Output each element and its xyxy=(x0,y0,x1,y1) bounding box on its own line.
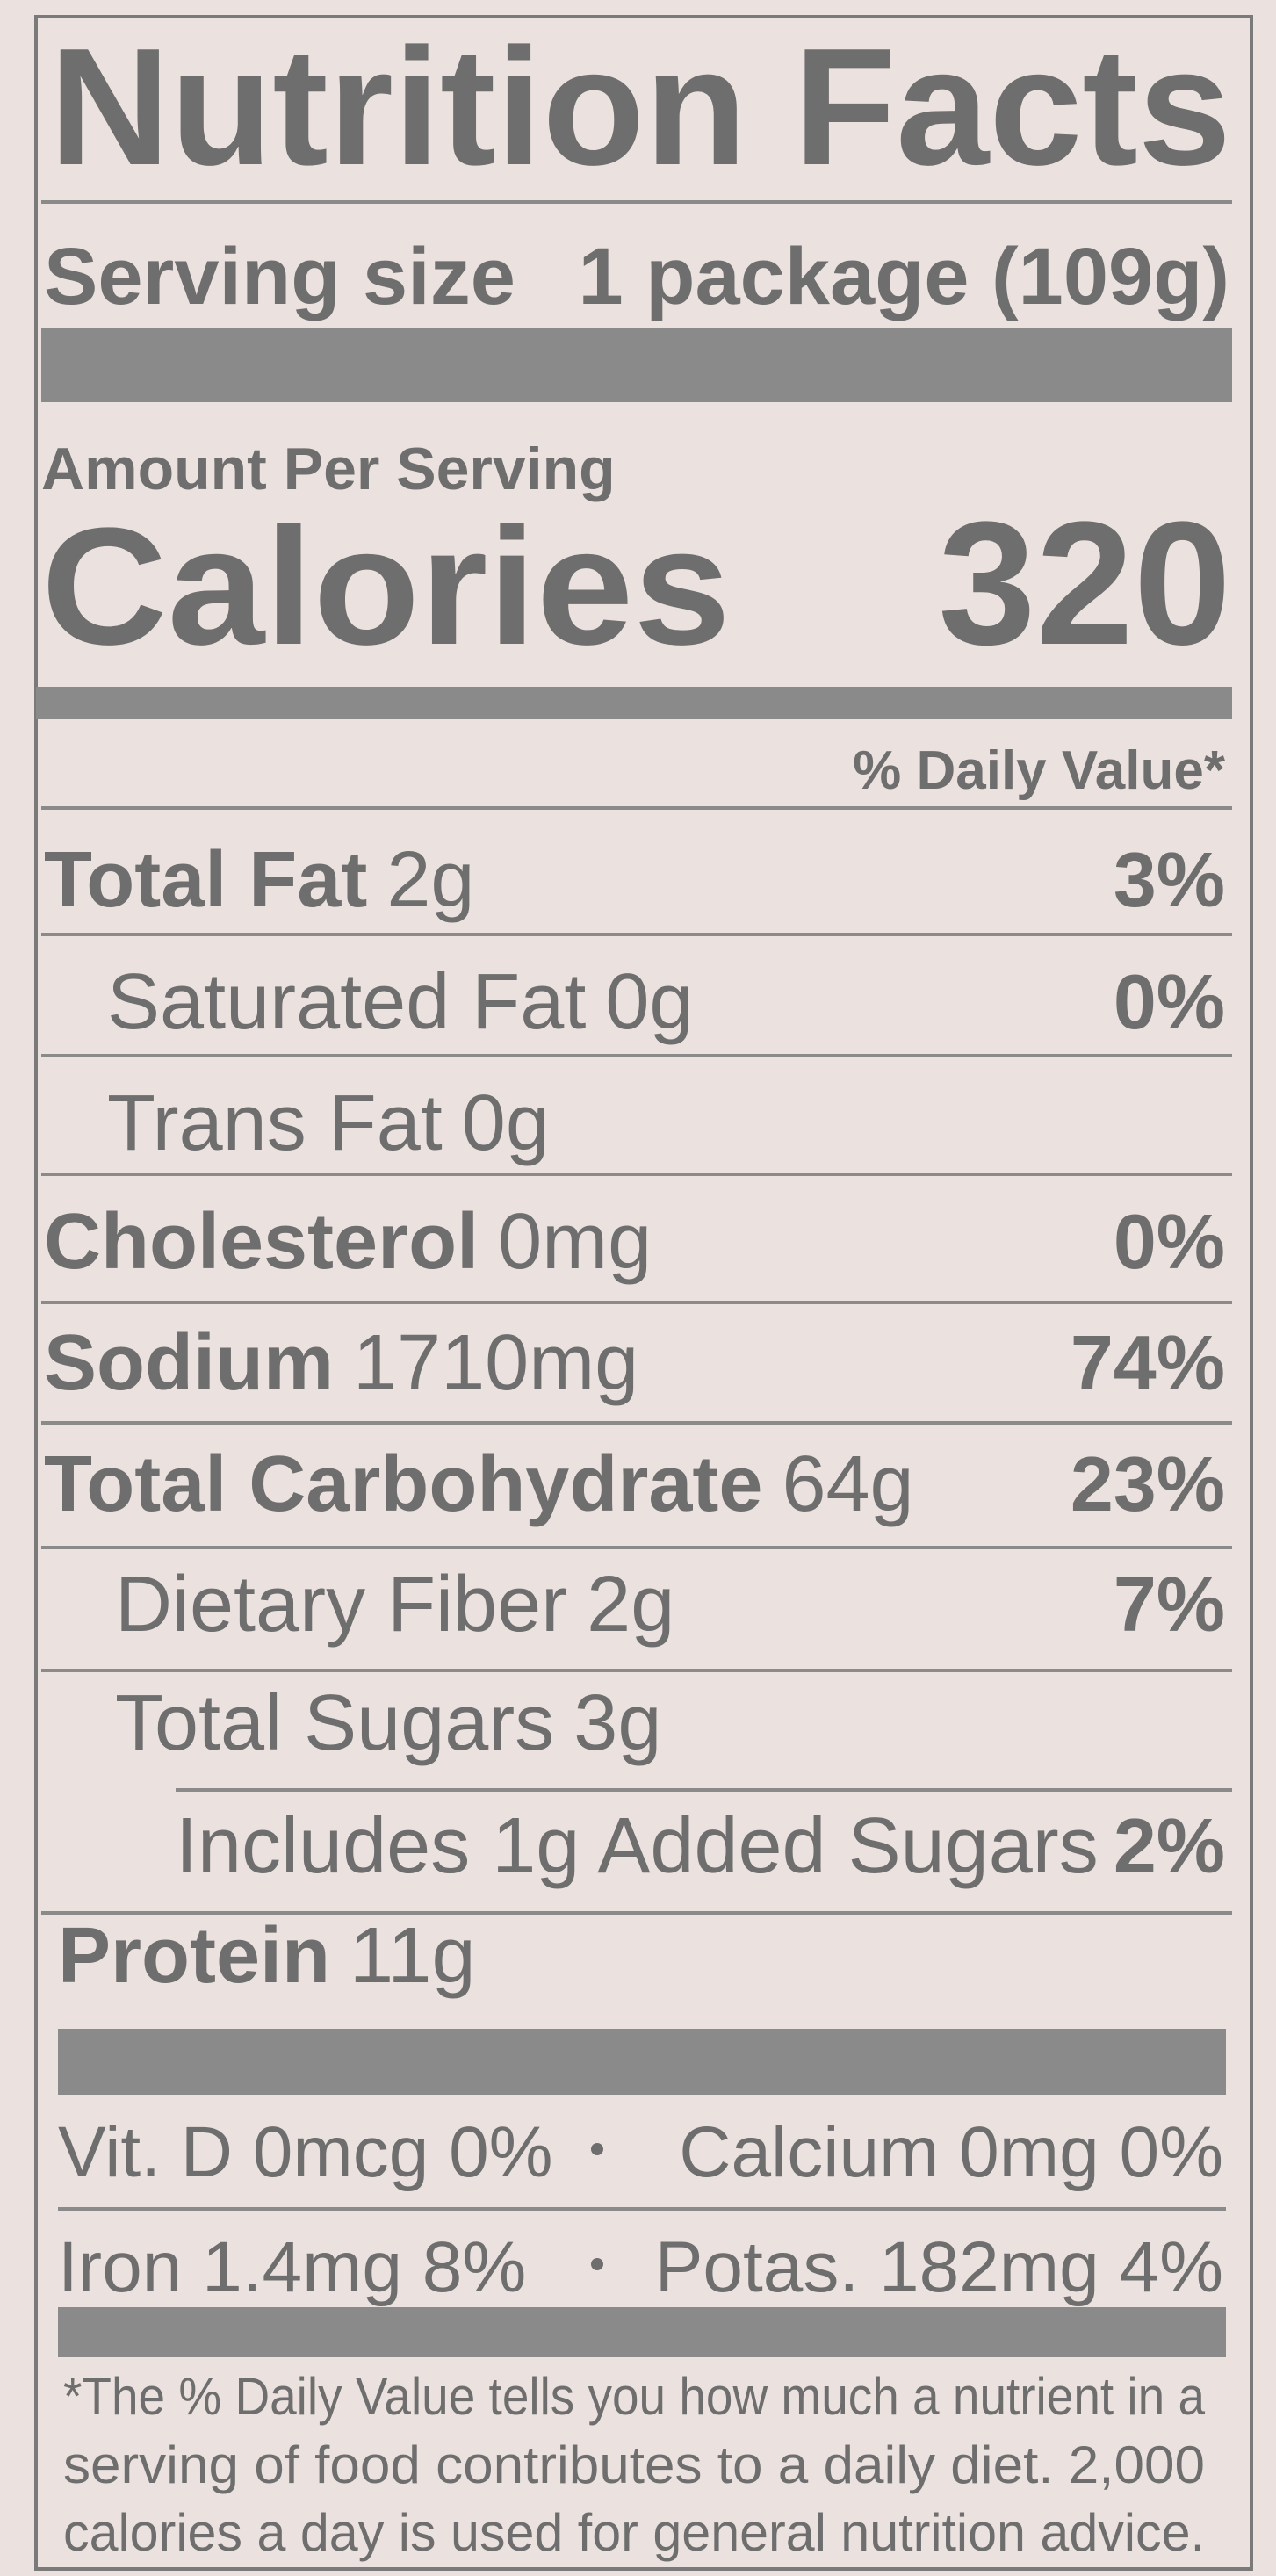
nutrient-name: Dietary Fiber xyxy=(115,1561,567,1649)
rule xyxy=(41,1669,1232,1672)
calories-label: Calories xyxy=(41,494,731,680)
rule xyxy=(41,1301,1232,1304)
rule xyxy=(41,933,1232,936)
vitamin-right: Calcium 0mg 0% xyxy=(679,2112,1223,2192)
nutrient-name: Sodium xyxy=(44,1319,334,1407)
rule xyxy=(41,1054,1232,1057)
nutrient-row: Protein 11g xyxy=(58,1912,476,2000)
nutrient-row: Total Carbohydrate 64g xyxy=(44,1440,914,1528)
nutrient-amount: 64g xyxy=(782,1440,913,1528)
footnote-line: calories a day is used for general nutri… xyxy=(63,2503,1205,2562)
nutrient-name: Trans Fat xyxy=(107,1079,443,1167)
daily-value: 2% xyxy=(1114,1802,1225,1889)
serving-label: Serving size xyxy=(44,232,515,321)
daily-value: 74% xyxy=(1071,1319,1225,1406)
footnote-line: serving of food contributes to a daily d… xyxy=(63,2435,1205,2494)
rule xyxy=(41,1546,1232,1549)
daily-value: 0% xyxy=(1114,1198,1225,1285)
rule xyxy=(41,1421,1232,1425)
nutrient-row: Cholesterol 0mg xyxy=(44,1198,652,1286)
nutrient-amount: 0g xyxy=(605,958,693,1046)
thick-bar xyxy=(58,2029,1226,2095)
rule xyxy=(41,806,1232,810)
nutrient-row: Sodium 1710mg xyxy=(44,1319,638,1407)
daily-value: 3% xyxy=(1114,836,1225,923)
separator-dot xyxy=(591,2258,603,2270)
nutrient-amount: 2g xyxy=(587,1561,674,1649)
daily-value: 23% xyxy=(1071,1440,1225,1527)
separator-dot xyxy=(591,2143,603,2155)
nutrient-row: Total Sugars 3g xyxy=(115,1679,661,1767)
nutrient-row: Trans Fat 0g xyxy=(107,1079,550,1167)
nutrient-amount: 0mg xyxy=(498,1198,652,1286)
vitamin-right: Potas. 182mg 4% xyxy=(655,2227,1223,2307)
daily-value: 0% xyxy=(1114,958,1225,1045)
daily-value-header: % Daily Value* xyxy=(853,740,1226,801)
calories-value: 320 xyxy=(938,486,1231,682)
nutrient-amount: 0g xyxy=(462,1079,550,1167)
rule xyxy=(41,1911,1232,1915)
nutrient-amount: 3g xyxy=(573,1679,661,1767)
nutrient-row: Saturated Fat 0g xyxy=(107,958,693,1046)
medium-bar xyxy=(58,2307,1226,2357)
thick-bar xyxy=(41,328,1232,402)
medium-bar xyxy=(36,687,1232,719)
title: Nutrition Facts xyxy=(49,14,1231,200)
rule xyxy=(41,200,1232,204)
nutrient-name: Total Carbohydrate xyxy=(44,1440,762,1528)
nutrient-amount: 11g xyxy=(350,1912,475,2000)
nutrient-row: Dietary Fiber 2g xyxy=(115,1561,674,1649)
vitamin-left: Vit. D 0mcg 0% xyxy=(58,2112,553,2192)
nutrient-row: Includes 1g Added Sugars xyxy=(176,1802,1099,1890)
rule xyxy=(41,1173,1232,1176)
daily-value: 7% xyxy=(1114,1561,1225,1648)
nutrient-name: Total Fat xyxy=(44,836,367,924)
rule xyxy=(58,2207,1226,2211)
rule xyxy=(176,1788,1232,1792)
amount-per-serving: Amount Per Serving xyxy=(41,436,616,502)
nutrient-amount: 2g xyxy=(386,836,474,924)
serving-value: 1 package (109g) xyxy=(579,232,1229,321)
nutrient-name: Saturated Fat xyxy=(107,958,586,1046)
nutrient-name: Includes 1g Added Sugars xyxy=(176,1802,1099,1890)
vitamin-left: Iron 1.4mg 8% xyxy=(58,2227,526,2307)
nutrient-row: Total Fat 2g xyxy=(44,836,474,924)
nutrient-amount: 1710mg xyxy=(353,1319,638,1407)
footnote-line: *The % Daily Value tells you how much a … xyxy=(63,2367,1206,2426)
nutrient-name: Cholesterol xyxy=(44,1198,479,1286)
nutrient-name: Protein xyxy=(58,1912,330,2000)
nutrient-name: Total Sugars xyxy=(115,1679,554,1767)
border xyxy=(34,15,1253,2571)
